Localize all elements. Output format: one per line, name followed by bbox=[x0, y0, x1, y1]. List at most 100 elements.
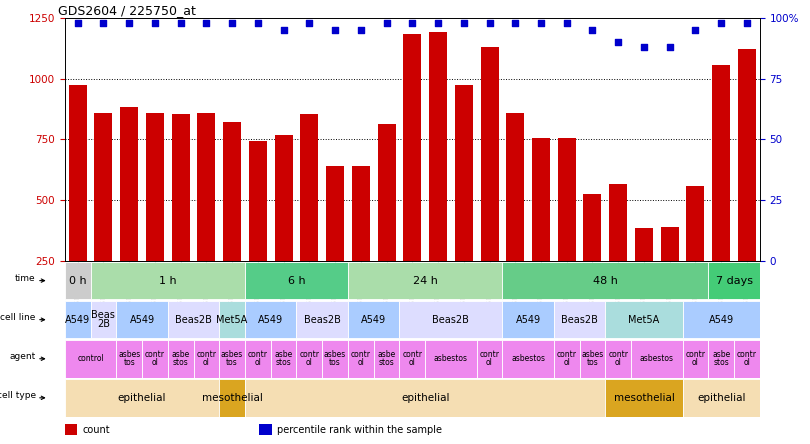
Text: A549: A549 bbox=[258, 315, 283, 325]
Text: Met5A: Met5A bbox=[629, 315, 659, 325]
Bar bbox=[220, 301, 245, 338]
Text: A549: A549 bbox=[130, 315, 155, 325]
Point bbox=[303, 19, 316, 26]
Text: contr
ol: contr ol bbox=[196, 350, 216, 367]
Text: asbes
tos: asbes tos bbox=[118, 350, 140, 367]
Text: asbestos: asbestos bbox=[640, 354, 674, 363]
Text: 0 h: 0 h bbox=[69, 276, 87, 285]
Text: contr
ol: contr ol bbox=[351, 350, 371, 367]
Bar bbox=[245, 340, 271, 377]
Bar bbox=[399, 340, 425, 377]
Text: contr
ol: contr ol bbox=[145, 350, 165, 367]
Bar bbox=[245, 379, 605, 416]
Point bbox=[174, 19, 187, 26]
Bar bbox=[631, 340, 683, 377]
Text: Beas
2B: Beas 2B bbox=[92, 310, 115, 329]
Bar bbox=[168, 301, 220, 338]
Point bbox=[663, 44, 676, 51]
Bar bbox=[558, 138, 576, 322]
Bar bbox=[142, 340, 168, 377]
Text: asbestos: asbestos bbox=[511, 354, 545, 363]
Bar bbox=[506, 113, 524, 322]
Point bbox=[226, 19, 239, 26]
Bar bbox=[738, 49, 756, 322]
Text: count: count bbox=[83, 425, 110, 435]
Bar bbox=[223, 123, 241, 322]
Bar bbox=[425, 340, 476, 377]
Point bbox=[509, 19, 522, 26]
Point bbox=[586, 26, 599, 33]
Bar bbox=[683, 301, 760, 338]
Text: contr
ol: contr ol bbox=[248, 350, 268, 367]
Bar bbox=[532, 138, 550, 322]
Text: agent: agent bbox=[10, 352, 36, 361]
Text: A549: A549 bbox=[65, 315, 90, 325]
Bar bbox=[454, 85, 473, 322]
Bar bbox=[95, 113, 113, 322]
Bar bbox=[326, 166, 344, 322]
Text: A549: A549 bbox=[361, 315, 386, 325]
Bar bbox=[220, 379, 245, 416]
Text: 1 h: 1 h bbox=[159, 276, 177, 285]
Bar bbox=[65, 340, 117, 377]
Bar bbox=[168, 340, 194, 377]
Bar bbox=[683, 340, 708, 377]
Text: asbe
stos: asbe stos bbox=[172, 350, 190, 367]
Bar bbox=[429, 32, 447, 322]
Bar bbox=[605, 301, 683, 338]
Bar bbox=[635, 228, 653, 322]
Text: epithelial: epithelial bbox=[697, 393, 745, 403]
Text: mesothelial: mesothelial bbox=[613, 393, 675, 403]
Bar bbox=[580, 340, 605, 377]
Point bbox=[354, 26, 367, 33]
Bar bbox=[348, 262, 502, 299]
Point bbox=[561, 19, 573, 26]
Bar bbox=[259, 424, 272, 436]
Text: asbes
tos: asbes tos bbox=[221, 350, 243, 367]
Text: asbes
tos: asbes tos bbox=[324, 350, 346, 367]
Point bbox=[329, 26, 342, 33]
Bar bbox=[686, 186, 705, 322]
Bar bbox=[708, 340, 734, 377]
Point bbox=[200, 19, 213, 26]
Bar bbox=[296, 340, 322, 377]
Point bbox=[97, 19, 110, 26]
Bar bbox=[245, 262, 348, 299]
Text: contr
ol: contr ol bbox=[403, 350, 422, 367]
Bar bbox=[117, 340, 142, 377]
Point bbox=[277, 26, 290, 33]
Bar bbox=[220, 340, 245, 377]
Bar bbox=[348, 340, 373, 377]
Text: 7 days: 7 days bbox=[715, 276, 752, 285]
Point bbox=[122, 19, 135, 26]
Bar bbox=[65, 262, 91, 299]
Text: asbes
tos: asbes tos bbox=[582, 350, 603, 367]
Text: cell type: cell type bbox=[0, 391, 36, 400]
Bar bbox=[301, 114, 318, 322]
Bar bbox=[65, 301, 91, 338]
Text: 48 h: 48 h bbox=[593, 276, 618, 285]
Text: percentile rank within the sample: percentile rank within the sample bbox=[278, 425, 442, 435]
Bar bbox=[146, 113, 164, 322]
Bar bbox=[322, 340, 348, 377]
Point bbox=[148, 19, 161, 26]
Bar bbox=[91, 301, 117, 338]
Text: GDS2604 / 225750_at: GDS2604 / 225750_at bbox=[58, 4, 196, 16]
Text: time: time bbox=[15, 274, 36, 283]
Point bbox=[432, 19, 445, 26]
Point bbox=[612, 39, 625, 46]
Text: cell line: cell line bbox=[0, 313, 36, 322]
Point bbox=[689, 26, 702, 33]
Bar bbox=[554, 340, 580, 377]
Bar bbox=[271, 340, 296, 377]
Bar bbox=[609, 184, 627, 322]
Bar bbox=[502, 301, 554, 338]
Text: contr
ol: contr ol bbox=[608, 350, 629, 367]
Text: A549: A549 bbox=[515, 315, 541, 325]
Bar bbox=[502, 340, 554, 377]
Bar bbox=[708, 262, 760, 299]
Bar bbox=[502, 262, 708, 299]
Text: asbe
stos: asbe stos bbox=[275, 350, 292, 367]
Point bbox=[637, 44, 650, 51]
Text: contr
ol: contr ol bbox=[556, 350, 577, 367]
